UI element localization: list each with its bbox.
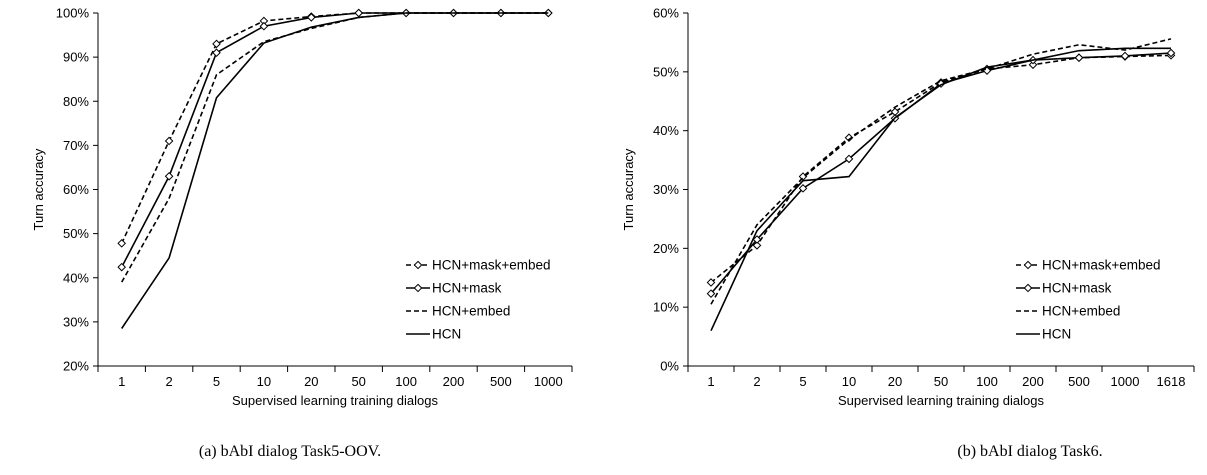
chart-task5-oov: 20% 30% 40% 50% 60% 70% 80% 90% 100% 1 2 5 10 20 50 100… — [31, 6, 573, 460]
figure-caption: (b) bAbI dialog Task6. — [957, 443, 1102, 460]
series-hcn-mask — [706, 48, 1176, 298]
data-point-marker — [212, 48, 221, 58]
x-axis-label: Supervised learning training dialogs — [838, 393, 1044, 408]
x-tick-label: 5 — [799, 374, 806, 389]
data-point-marker — [1028, 60, 1038, 70]
x-tick-label: 1 — [707, 374, 714, 389]
series-hcn-embed — [710, 38, 1172, 305]
legend-label: HCN+embed — [1042, 304, 1120, 319]
series-hcn — [710, 47, 1171, 332]
legend-label: HCN — [1042, 327, 1071, 342]
legend-label: HCN+mask+embed — [432, 258, 551, 273]
legend-label: HCN+mask — [1042, 281, 1112, 296]
x-tick-label: 50 — [351, 374, 365, 389]
series-line — [710, 47, 1171, 332]
y-tick-label: 20% — [63, 359, 89, 374]
series-line — [120, 12, 549, 268]
x-tick-label: 1 — [118, 374, 125, 389]
y-tick-label: 70% — [63, 138, 89, 153]
data-point-marker — [543, 8, 553, 18]
y-tick-label: 50% — [653, 64, 679, 79]
y-tick-label: 30% — [653, 182, 679, 197]
y-tick-label: 50% — [63, 226, 89, 241]
y-tick-label: 60% — [63, 182, 89, 197]
legend: HCN+mask+embed HCN+mask HCN+embed HCN — [406, 258, 551, 342]
data-point-marker — [752, 241, 762, 250]
series-line — [121, 12, 549, 329]
series-hcn-embed — [121, 12, 549, 283]
legend-marker-sample — [1023, 260, 1033, 270]
legend: HCN+mask+embed HCN+mask HCN+embed HCN — [1016, 258, 1161, 342]
x-tick-label: 1000 — [534, 374, 563, 389]
data-point-marker — [212, 39, 221, 49]
y-tick-label: 40% — [653, 123, 679, 138]
data-point-marker — [798, 184, 808, 193]
x-tick-label: 10 — [842, 374, 856, 389]
y-tick-label: 40% — [63, 270, 89, 285]
data-point-marker — [1120, 51, 1130, 61]
series-line — [120, 12, 549, 244]
legend-marker-sample — [413, 260, 423, 270]
x-tick-label: 200 — [1022, 374, 1044, 389]
y-tick-label: 80% — [63, 94, 89, 109]
x-tick-label: 50 — [934, 374, 948, 389]
x-tick-label: 20 — [888, 374, 902, 389]
series-line — [121, 12, 549, 283]
x-tick-label: 200 — [443, 374, 465, 389]
data-point-marker — [259, 21, 269, 31]
legend-marker-sample — [1023, 283, 1033, 293]
y-axis-label: Turn accuracy — [621, 148, 636, 230]
legend-label: HCN — [432, 327, 461, 342]
data-point-marker — [117, 239, 127, 248]
x-tick-label: 100 — [395, 374, 417, 389]
figure-caption: (a) bAbI dialog Task5-OOV. — [199, 443, 381, 460]
x-tick-label: 1618 — [1157, 374, 1186, 389]
data-point-marker — [1166, 48, 1176, 58]
data-point-marker — [306, 13, 316, 22]
y-tick-label: 90% — [63, 50, 89, 65]
legend-marker-sample — [413, 283, 423, 293]
y-tick-label: 20% — [653, 241, 679, 256]
data-point-marker — [117, 262, 127, 272]
x-tick-label: 1000 — [1111, 374, 1140, 389]
x-tick-label: 500 — [490, 374, 512, 389]
data-point-marker — [706, 289, 716, 298]
y-axis-label: Turn accuracy — [31, 148, 46, 230]
x-axis-label: Supervised learning training dialogs — [232, 393, 438, 408]
x-tick-label: 20 — [304, 374, 318, 389]
x-tick-label: 5 — [213, 374, 220, 389]
legend-label: HCN+embed — [432, 304, 510, 319]
y-tick-label: 100% — [56, 6, 90, 21]
series-hcn-mask — [117, 8, 553, 272]
x-tick-label: 2 — [165, 374, 172, 389]
y-tick-label: 30% — [63, 314, 89, 329]
x-tick-label: 10 — [257, 374, 271, 389]
data-point-marker — [164, 136, 174, 146]
data-point-marker — [844, 133, 854, 143]
x-tick-label: 2 — [753, 374, 760, 389]
series-hcn — [121, 12, 549, 329]
y-tick-label: 60% — [653, 6, 679, 21]
x-tick-label: 100 — [976, 374, 998, 389]
y-tick-label: 0% — [660, 359, 679, 374]
data-point-marker — [706, 278, 716, 287]
y-tick-label: 10% — [653, 300, 679, 315]
x-tick-label: 500 — [1068, 374, 1090, 389]
legend-label: HCN+mask+embed — [1042, 258, 1161, 273]
data-point-marker — [354, 8, 364, 18]
data-point-marker — [752, 235, 762, 244]
series-line — [710, 38, 1172, 305]
chart-task6: 0% 10% 20% 30% 40% 50% 60% 1 2 5 10 20 50 100 200 500 10… — [621, 6, 1195, 460]
series-line — [710, 54, 1172, 284]
legend-label: HCN+mask — [432, 281, 502, 296]
data-point-marker — [164, 171, 174, 181]
data-point-marker — [844, 154, 854, 164]
data-point-marker — [1074, 53, 1084, 63]
